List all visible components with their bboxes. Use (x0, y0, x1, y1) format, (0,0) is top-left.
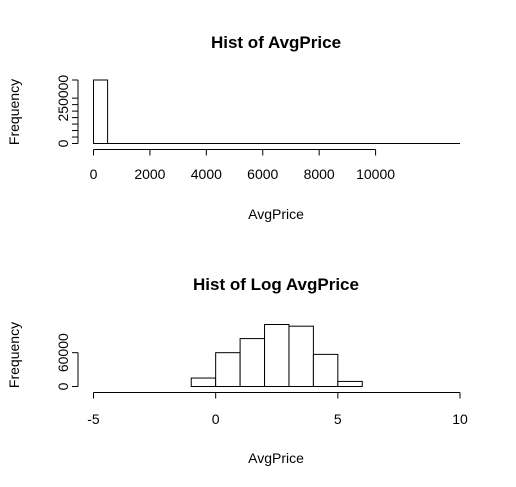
y-axis: 0 60000 (55, 333, 79, 390)
x-tick-label: 8000 (304, 166, 335, 182)
histogram-bar (239, 338, 266, 388)
histogram-bar (215, 352, 241, 388)
x-tick-label: 5 (334, 411, 342, 427)
y-tick-label: 60000 (55, 333, 71, 372)
histogram-bar (337, 380, 363, 388)
y-tick-label: 250000 (55, 75, 71, 122)
x-axis: -5 0 5 10 (87, 392, 468, 427)
bars (190, 324, 363, 388)
bars (93, 79, 460, 144)
histogram-bar (288, 325, 314, 388)
histogram-panel-avgprice: Hist of AvgPrice AvgPrice Frequency 0 200… (6, 33, 460, 222)
histogram-bar (264, 324, 290, 387)
y-axis-label: Frequency (6, 79, 22, 145)
y-axis-label: Frequency (6, 322, 22, 388)
x-axis-label: AvgPrice (248, 206, 304, 222)
y-axis: 0 250000 (55, 75, 79, 147)
x-axis-label: AvgPrice (248, 450, 304, 466)
x-tick-label: 10000 (356, 166, 395, 182)
histogram-bar (190, 377, 217, 387)
x-axis: 0 2000 4000 6000 8000 10000 (90, 149, 395, 182)
histogram-bar (312, 353, 339, 388)
chart-title: Hist of Log AvgPrice (193, 275, 359, 294)
x-tick-label: -5 (87, 411, 100, 427)
x-tick-label: 2000 (134, 166, 165, 182)
y-tick-label: 0 (55, 382, 71, 390)
x-tick-label: 0 (90, 166, 98, 182)
x-tick-label: 6000 (247, 166, 278, 182)
x-tick-label: 0 (212, 411, 220, 427)
y-tick-label: 0 (55, 139, 71, 147)
x-tick-label: 10 (452, 411, 468, 427)
chart-title: Hist of AvgPrice (211, 33, 341, 52)
x-tick-label: 4000 (191, 166, 222, 182)
histogram-bar (93, 79, 109, 144)
histogram-panel-log-avgprice: Hist of Log AvgPrice AvgPrice Frequency … (6, 275, 468, 466)
